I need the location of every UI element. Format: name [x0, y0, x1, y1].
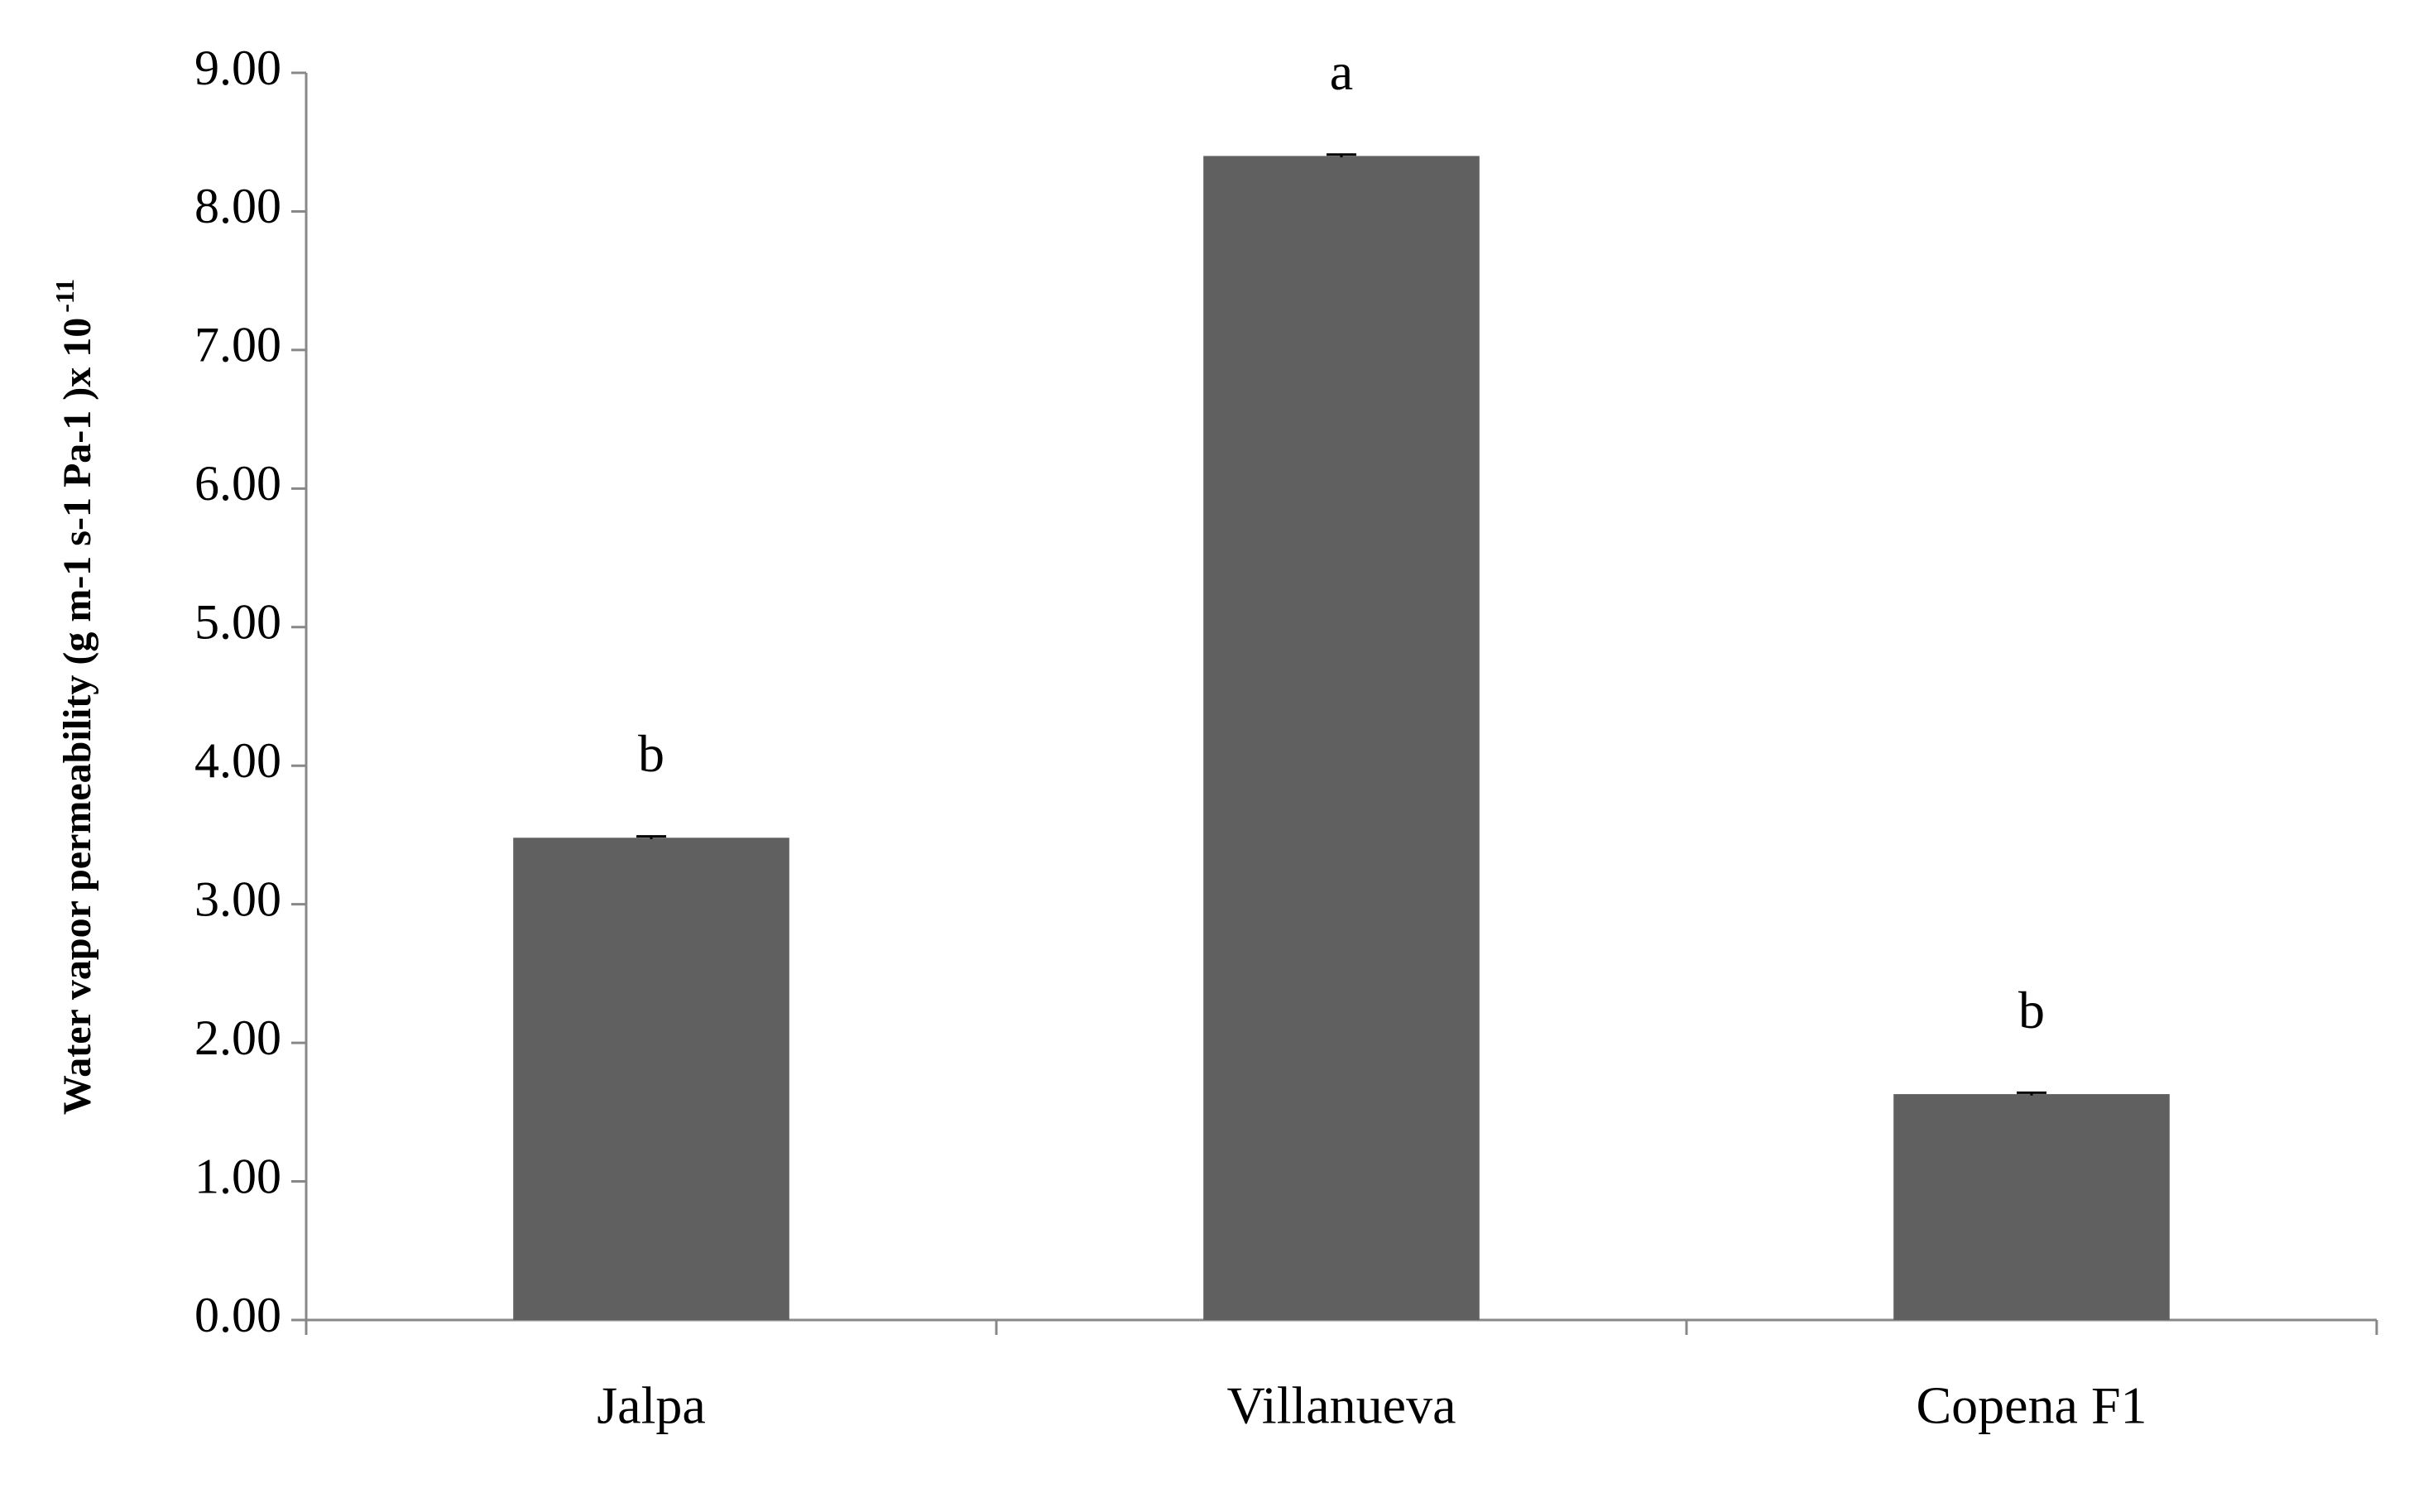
y-tick-label: 8.00: [194, 179, 281, 233]
y-tick-label: 3.00: [194, 871, 281, 926]
bar: [1893, 1094, 2170, 1320]
y-tick-label: 9.00: [194, 41, 281, 95]
error-bar: [636, 835, 666, 839]
error-bar: [1327, 153, 1356, 158]
y-axis-label-text: Water vapor permeability (g m-1 s-1 Pa-1…: [55, 318, 99, 1115]
annotation: a: [1330, 42, 1353, 101]
x-tick-label: Villanueva: [1227, 1376, 1456, 1435]
bar: [1203, 156, 1480, 1320]
error-bar: [2017, 1091, 2046, 1096]
y-tick-label: 7.00: [194, 318, 281, 372]
y-tick-label: 6.00: [194, 456, 281, 511]
y-tick-label: 1.00: [194, 1149, 281, 1203]
bar: [513, 838, 789, 1320]
y-axis-label: Water vapor permeability (g m-1 s-1 Pa-1…: [50, 279, 99, 1115]
y-tick-label: 5.00: [194, 595, 281, 650]
annotation: b: [2018, 981, 2045, 1039]
x-tick-label: Jalpa: [597, 1376, 706, 1435]
y-tick-label: 0.00: [194, 1288, 281, 1342]
annotation: b: [638, 724, 665, 783]
y-tick-label: 2.00: [194, 1010, 281, 1065]
y-axis-label-superscript: -11: [50, 279, 79, 313]
x-tick-label: Copena F1: [1916, 1376, 2147, 1435]
y-tick-label: 4.00: [194, 733, 281, 788]
